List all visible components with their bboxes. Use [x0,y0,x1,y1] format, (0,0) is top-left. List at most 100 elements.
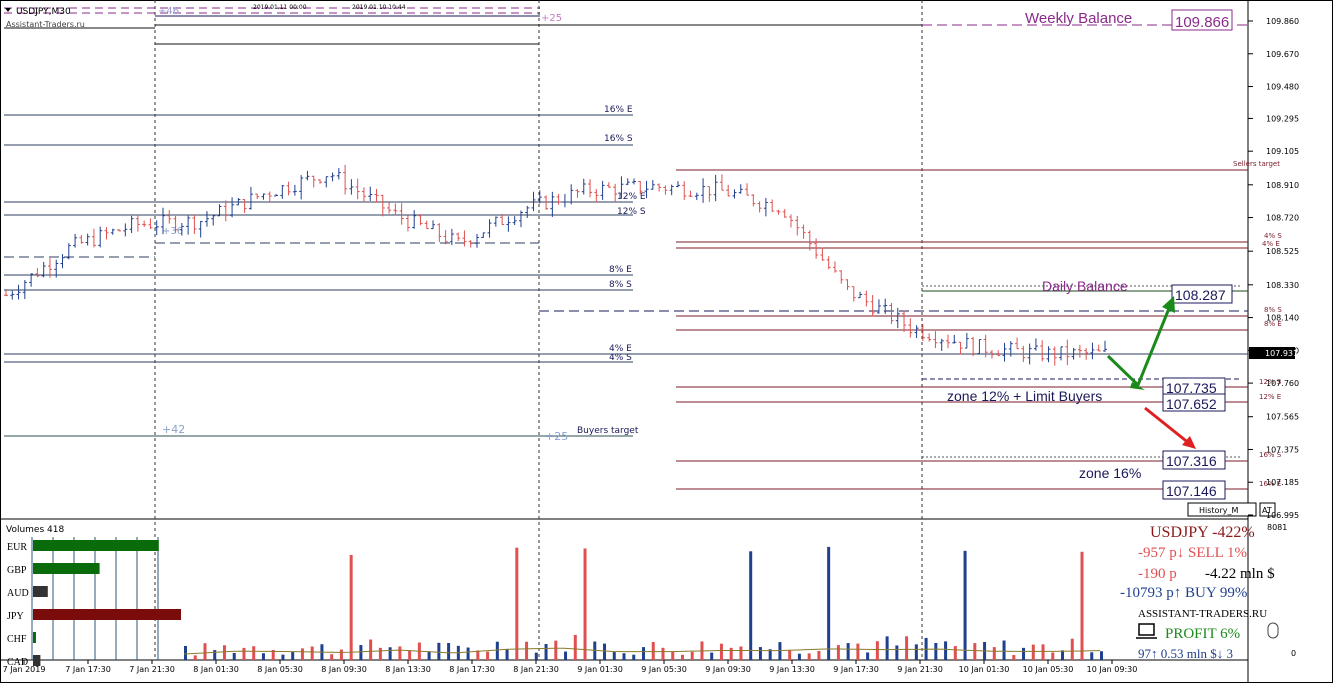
volume-bar [466,647,470,660]
volume-bar [369,639,373,660]
volume-bar [1041,644,1045,660]
currency-strength-grid: EUR GBP AUD JPY CHF CAD [7,537,181,668]
candle [412,210,417,229]
candle [361,187,366,203]
level-label: 4% E [609,344,632,354]
candle [223,200,228,222]
candle [1071,347,1076,360]
level-label: 12% S [1259,378,1282,386]
volumes-title: Volumes 418 [6,525,64,535]
candle [236,198,241,206]
candle [939,338,944,351]
volume-bar [291,652,295,660]
time-tick-label: 9 Jan 13:30 [769,665,815,674]
price-tick-label: 109.480 [1266,83,1299,92]
time-tick-label: 9 Jan 05:30 [641,665,687,674]
volume-bar [973,643,977,660]
volume-bar [281,654,285,660]
currency-label: CAD [7,657,28,668]
stats-money-b: -4.22 mln $ [1205,566,1275,582]
candle [355,178,360,200]
candle [123,223,128,237]
candle [286,181,291,196]
symbol-header[interactable]: USDJPY,M30 Assistant-Traders.ru [5,7,85,29]
volume-bar [710,652,714,660]
volume-bar [953,646,957,660]
volume-bar [583,548,587,660]
current-price-label: 107.931 [1265,349,1298,358]
volume-bar [359,645,363,660]
time-tick-label: 8 Jan 21:30 [513,665,559,674]
volume-bar [505,649,509,660]
volume-bar [300,648,304,660]
currency-strength-bar [33,632,36,643]
candle [431,220,436,230]
volume-bar [836,645,840,660]
sellers-target-label: Sellers target [1233,160,1280,168]
candle [851,286,856,302]
candle [701,178,706,203]
currency-strength-bar [33,655,41,666]
current-price-marker: 107.931 [1249,347,1298,359]
level-label: 12% E [617,192,646,202]
candle [1002,342,1007,362]
top-ruler-left-marker: +46 [158,6,179,17]
candle [493,216,498,227]
weekly-balance-label: Weekly Balance [1025,10,1132,27]
weekly-balance-value: 109.866 [1175,14,1229,31]
zone12-box-b [1162,393,1226,412]
candle [1065,339,1070,366]
currency-label: JPY [7,611,24,622]
zone16-value-b: 107.146 [1166,483,1217,499]
candle [349,179,354,195]
candle [73,233,78,248]
volume-bar [330,654,334,660]
price-tick-label: 109.670 [1266,50,1299,59]
candle [738,184,743,194]
zone12-label: zone 12% + Limit Buyers [947,388,1102,404]
time-tick-label: 9 Jan 21:30 [897,665,943,674]
time-tick-label: 8 Jan 13:30 [385,665,431,674]
candle [110,228,115,235]
candle [902,310,907,332]
stats-buy-line: -10793 p↑ BUY 99% [1120,585,1247,601]
volume-bar [232,652,236,660]
at-button[interactable]: AT [1259,502,1276,517]
daily-balance-value: 108.287 [1175,287,1226,303]
candle [745,183,750,196]
volume-bar [758,647,762,660]
candle [66,243,71,260]
candle [449,228,454,246]
stats-panel: USDJPY -422% -957 p↓ SELL 1% -190 p -4.2… [1120,524,1279,661]
candle [255,193,260,200]
volume-bar [184,645,187,660]
candle [261,193,266,200]
currency-label: AUD [7,588,29,599]
candle [908,318,913,338]
candle [801,224,806,239]
candle [324,176,329,188]
candle [85,233,90,246]
weekly-balance-box [1171,9,1233,31]
candle [814,238,819,259]
candle [506,216,511,232]
volume-bar [1080,551,1084,660]
candle [575,189,580,198]
candle [135,214,140,232]
time-tick-label: 7 Jan 2019 [3,665,46,674]
volume-bar [339,649,343,660]
candle [117,229,122,232]
candle [54,259,59,278]
price-tick-label: 107.185 [1266,478,1299,487]
volume-bar [525,641,529,660]
volume-bar [885,636,889,660]
level-label: 4% S [609,353,632,363]
top-ruler: +46 2019.01.11 00:00 2019.01.10 10:44 +2… [4,4,562,24]
history-button[interactable]: History_M [1187,502,1257,517]
candle [16,284,21,300]
collapse-triangle-icon[interactable] [5,8,11,12]
volume-bar [447,643,451,660]
volume-bar [642,647,645,660]
time-tick-label: 10 Jan 05:30 [1023,665,1074,674]
